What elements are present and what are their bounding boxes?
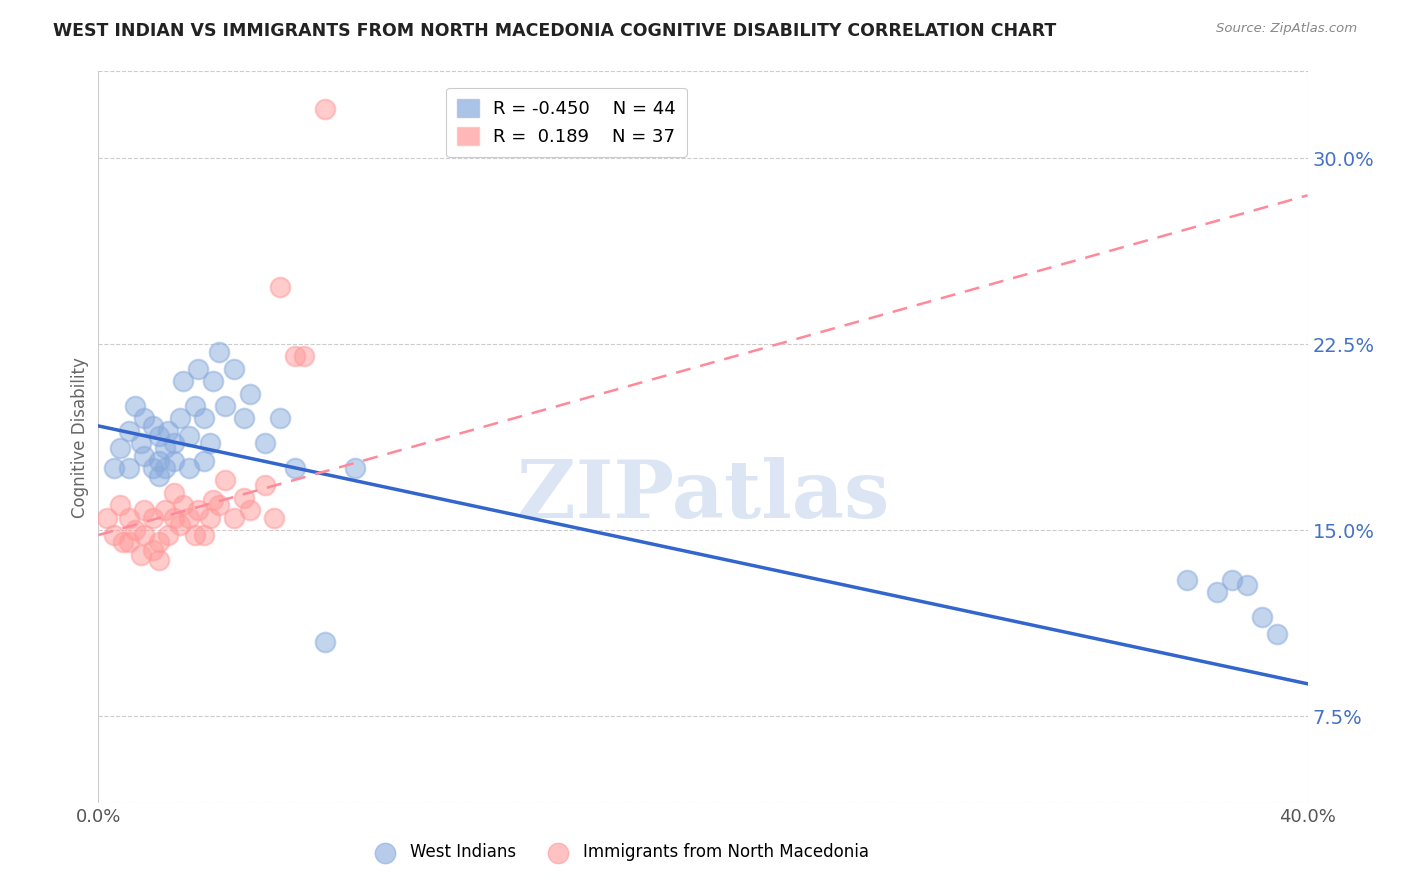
Point xyxy=(172,374,194,388)
Point xyxy=(148,535,170,549)
Text: ZIPatlas: ZIPatlas xyxy=(517,457,889,534)
Point xyxy=(208,498,231,512)
Point xyxy=(153,503,176,517)
Point xyxy=(129,436,152,450)
Point xyxy=(200,436,222,450)
Point xyxy=(118,510,141,524)
Y-axis label: Cognitive Disability: Cognitive Disability xyxy=(70,357,89,517)
Point xyxy=(148,553,170,567)
Point xyxy=(1220,573,1243,587)
Point xyxy=(344,461,367,475)
Point xyxy=(179,461,201,475)
Point xyxy=(108,442,131,456)
Text: Source: ZipAtlas.com: Source: ZipAtlas.com xyxy=(1216,22,1357,36)
Point xyxy=(193,453,215,467)
Point xyxy=(172,498,194,512)
Point xyxy=(124,399,146,413)
Point xyxy=(96,510,118,524)
Legend: West Indians, Immigrants from North Macedonia: West Indians, Immigrants from North Mace… xyxy=(361,837,876,868)
Point xyxy=(232,411,254,425)
Point xyxy=(179,429,201,443)
Point xyxy=(132,528,155,542)
Point xyxy=(132,449,155,463)
Point xyxy=(1206,585,1229,599)
Point xyxy=(224,362,246,376)
Point xyxy=(103,461,125,475)
Point xyxy=(184,528,207,542)
Point xyxy=(224,510,246,524)
Point xyxy=(129,548,152,562)
Point xyxy=(111,535,134,549)
Point xyxy=(253,436,276,450)
Point xyxy=(132,411,155,425)
Point xyxy=(163,510,186,524)
Point xyxy=(314,102,336,116)
Point xyxy=(253,478,276,492)
Point xyxy=(148,429,170,443)
Point xyxy=(193,528,215,542)
Point xyxy=(169,518,191,533)
Point xyxy=(284,350,307,364)
Point xyxy=(156,424,179,438)
Point xyxy=(148,453,170,467)
Point xyxy=(214,474,236,488)
Point xyxy=(132,503,155,517)
Point xyxy=(148,468,170,483)
Point xyxy=(108,498,131,512)
Point xyxy=(142,461,165,475)
Point xyxy=(263,510,285,524)
Point xyxy=(292,350,315,364)
Point xyxy=(163,486,186,500)
Point xyxy=(269,411,291,425)
Point xyxy=(163,436,186,450)
Point xyxy=(156,528,179,542)
Point xyxy=(163,453,186,467)
Point xyxy=(103,528,125,542)
Point xyxy=(1175,573,1198,587)
Point xyxy=(184,399,207,413)
Point xyxy=(202,374,225,388)
Point xyxy=(200,510,222,524)
Point xyxy=(142,418,165,433)
Point xyxy=(169,411,191,425)
Point xyxy=(118,535,141,549)
Point xyxy=(179,510,201,524)
Point xyxy=(284,461,307,475)
Text: WEST INDIAN VS IMMIGRANTS FROM NORTH MACEDONIA COGNITIVE DISABILITY CORRELATION : WEST INDIAN VS IMMIGRANTS FROM NORTH MAC… xyxy=(53,22,1057,40)
Point xyxy=(142,542,165,557)
Point xyxy=(239,503,262,517)
Point xyxy=(314,634,336,648)
Point xyxy=(1267,627,1289,641)
Point xyxy=(193,411,215,425)
Point xyxy=(232,491,254,505)
Point xyxy=(118,424,141,438)
Point xyxy=(124,523,146,537)
Point xyxy=(1251,610,1274,624)
Point xyxy=(153,461,176,475)
Point xyxy=(208,344,231,359)
Point xyxy=(118,461,141,475)
Point xyxy=(153,442,176,456)
Point xyxy=(187,503,209,517)
Point xyxy=(1236,577,1258,591)
Point xyxy=(202,493,225,508)
Point xyxy=(142,510,165,524)
Point xyxy=(214,399,236,413)
Point xyxy=(187,362,209,376)
Point xyxy=(269,280,291,294)
Point xyxy=(239,386,262,401)
